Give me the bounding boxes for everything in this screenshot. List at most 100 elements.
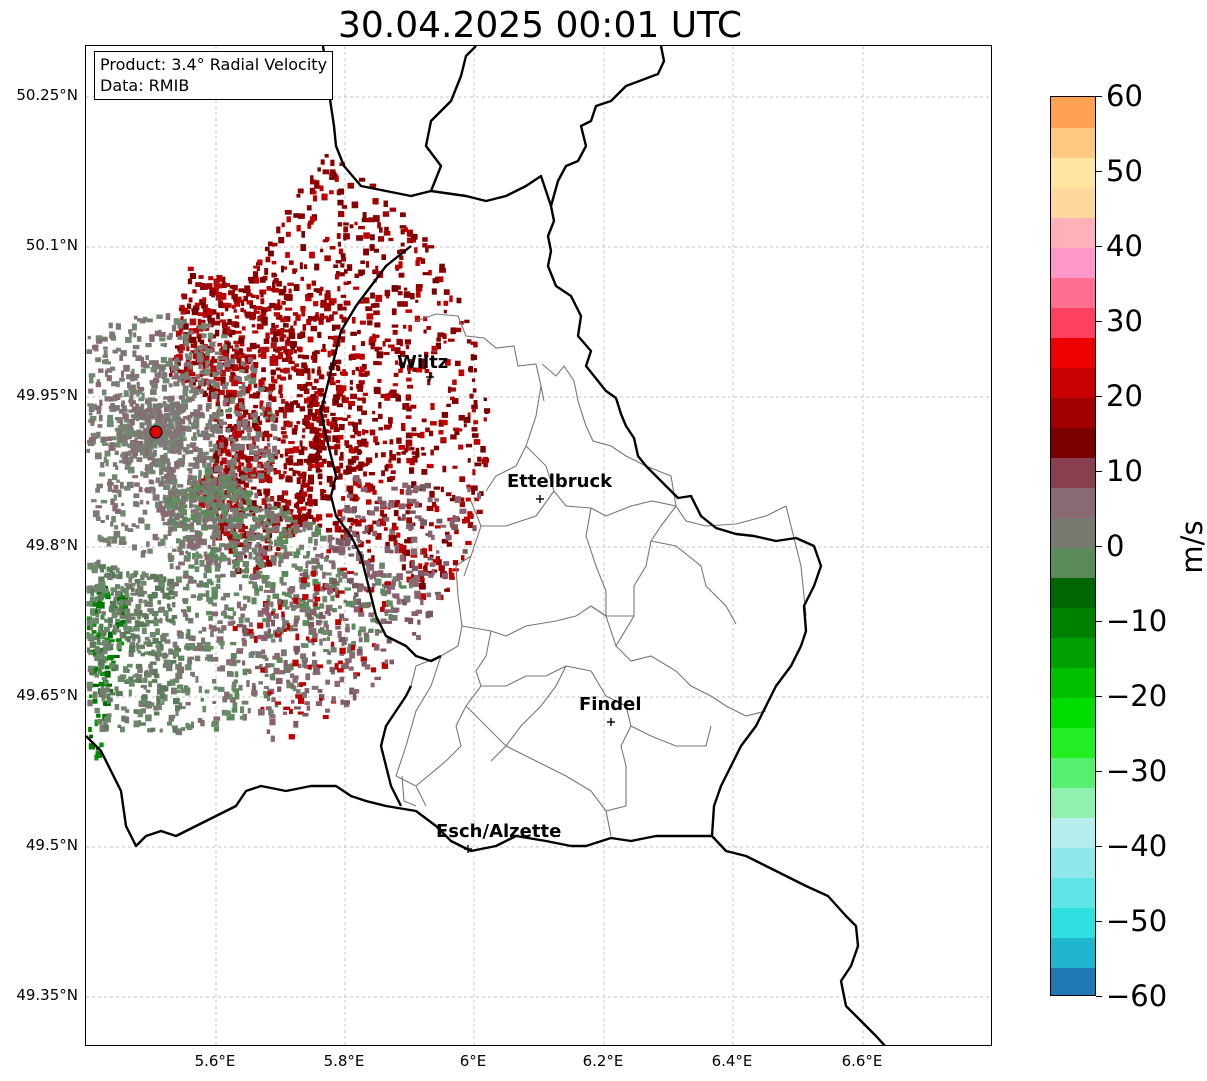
radar-echo-pixel [274, 417, 278, 423]
radar-echo-pixel [196, 352, 201, 360]
radar-echo-pixel [263, 410, 269, 418]
radar-echo-pixel [110, 498, 115, 506]
radar-echo-pixel [152, 494, 160, 501]
radar-echo-pixel [274, 470, 281, 475]
radar-echo-pixel [318, 445, 322, 450]
radar-echo-pixel [311, 457, 316, 464]
radar-echo-pixel [230, 439, 234, 446]
radar-echo-pixel [382, 341, 386, 347]
radar-echo-pixel [233, 507, 240, 514]
radar-echo-pixel [203, 551, 208, 557]
colorbar-tick-mark [1096, 96, 1102, 97]
radar-echo-pixel [456, 297, 462, 304]
radar-echo-pixel [92, 666, 99, 672]
radar-echo-pixel [362, 397, 366, 404]
radar-echo-pixel [412, 367, 418, 372]
radar-echo-pixel [119, 419, 123, 426]
radar-echo-pixel [431, 351, 438, 355]
info-product: Product: 3.4° Radial Velocity [100, 55, 328, 74]
radar-echo-pixel [211, 508, 217, 514]
radar-echo-pixel [467, 486, 471, 493]
radar-echo-pixel [260, 535, 265, 542]
radar-echo-pixel [100, 499, 108, 504]
radar-echo-pixel [355, 515, 361, 519]
radar-echo-pixel [374, 676, 381, 681]
radar-echo-pixel [250, 486, 257, 490]
radar-echo-pixel [179, 539, 186, 547]
radar-echo-pixel [357, 629, 362, 637]
radar-echo-pixel [161, 654, 169, 658]
radar-echo-pixel [247, 708, 251, 714]
radar-echo-pixel [190, 594, 197, 599]
radar-echo-pixel [451, 398, 459, 404]
radar-echo-pixel [381, 520, 386, 527]
radar-echo-pixel [229, 495, 233, 501]
radar-echo-pixel [155, 644, 163, 648]
radar-echo-pixel [302, 712, 309, 717]
radar-echo-pixel [312, 413, 318, 417]
radar-echo-pixel [306, 486, 314, 492]
radar-echo-pixel [262, 322, 268, 326]
radar-echo-pixel [308, 474, 314, 482]
radar-echo-pixel [167, 680, 172, 687]
radar-echo-pixel [315, 553, 322, 558]
radar-echo-pixel [388, 417, 393, 424]
radar-echo-pixel [401, 423, 406, 430]
radar-echo-pixel [135, 405, 139, 409]
radar-echo-pixel [215, 505, 223, 511]
radar-echo-pixel [354, 592, 359, 597]
colorbar-band [1051, 967, 1095, 995]
radar-echo-pixel [253, 308, 258, 313]
radar-echo-pixel [326, 475, 333, 483]
radar-echo-pixel [391, 579, 396, 587]
radar-echo-pixel [155, 628, 160, 636]
radar-echo-pixel [287, 551, 293, 556]
radar-echo-pixel [393, 607, 400, 613]
radar-echo-pixel [115, 691, 123, 697]
radar-echo-pixel [227, 318, 232, 325]
radar-echo-pixel [286, 524, 292, 529]
radar-echo-pixel [333, 335, 340, 342]
radar-echo-pixel [352, 530, 357, 537]
radar-echo-pixel [208, 615, 213, 621]
radar-echo-pixel [311, 565, 318, 571]
radar-echo-pixel [169, 426, 175, 430]
radar-echo-pixel [213, 716, 221, 721]
radar-echo-pixel [95, 613, 100, 618]
radar-echo-pixel [406, 617, 411, 621]
radar-echo-pixel [99, 623, 104, 629]
colorbar-band [1051, 277, 1095, 308]
radar-echo-pixel [109, 663, 116, 668]
radar-echo-pixel [204, 357, 210, 363]
colorbar-band [1051, 727, 1095, 758]
radar-echo-pixel [114, 393, 121, 400]
radar-echo-pixel [384, 610, 388, 616]
radar-echo-pixel [465, 540, 472, 546]
radar-echo-pixel [95, 452, 102, 460]
map-panel[interactable]: Wiltz Ettelbruck Findel Esch/Alzette [85, 45, 992, 1046]
radar-echo-pixel [226, 502, 231, 510]
radar-echo-pixel [256, 294, 260, 300]
radar-echo-pixel [237, 486, 243, 491]
radar-echo-pixel [431, 534, 435, 540]
radar-echo-pixel [113, 596, 118, 602]
radar-echo-pixel [236, 624, 244, 628]
radar-echo-pixel [217, 283, 223, 289]
radar-echo-pixel [86, 601, 93, 607]
radar-echo-pixel [270, 342, 277, 349]
radar-echo-pixel [169, 470, 175, 478]
radar-echo-pixel [224, 604, 229, 611]
radar-echo-pixel [329, 381, 336, 386]
radar-echo-pixel [261, 309, 267, 313]
radar-echo-pixel [288, 288, 292, 294]
radar-echo-pixel [345, 469, 349, 475]
radar-echo-pixel [339, 462, 344, 469]
radar-echo-pixel [318, 481, 323, 485]
radar-echo-pixel [87, 665, 95, 669]
radar-echo-pixel [149, 334, 155, 341]
radar-echo-pixel [284, 547, 288, 553]
radar-echo-pixel [163, 430, 169, 436]
radar-echo-pixel [329, 169, 336, 173]
radar-echo-pixel [95, 751, 103, 758]
radar-echo-pixel [253, 506, 259, 514]
